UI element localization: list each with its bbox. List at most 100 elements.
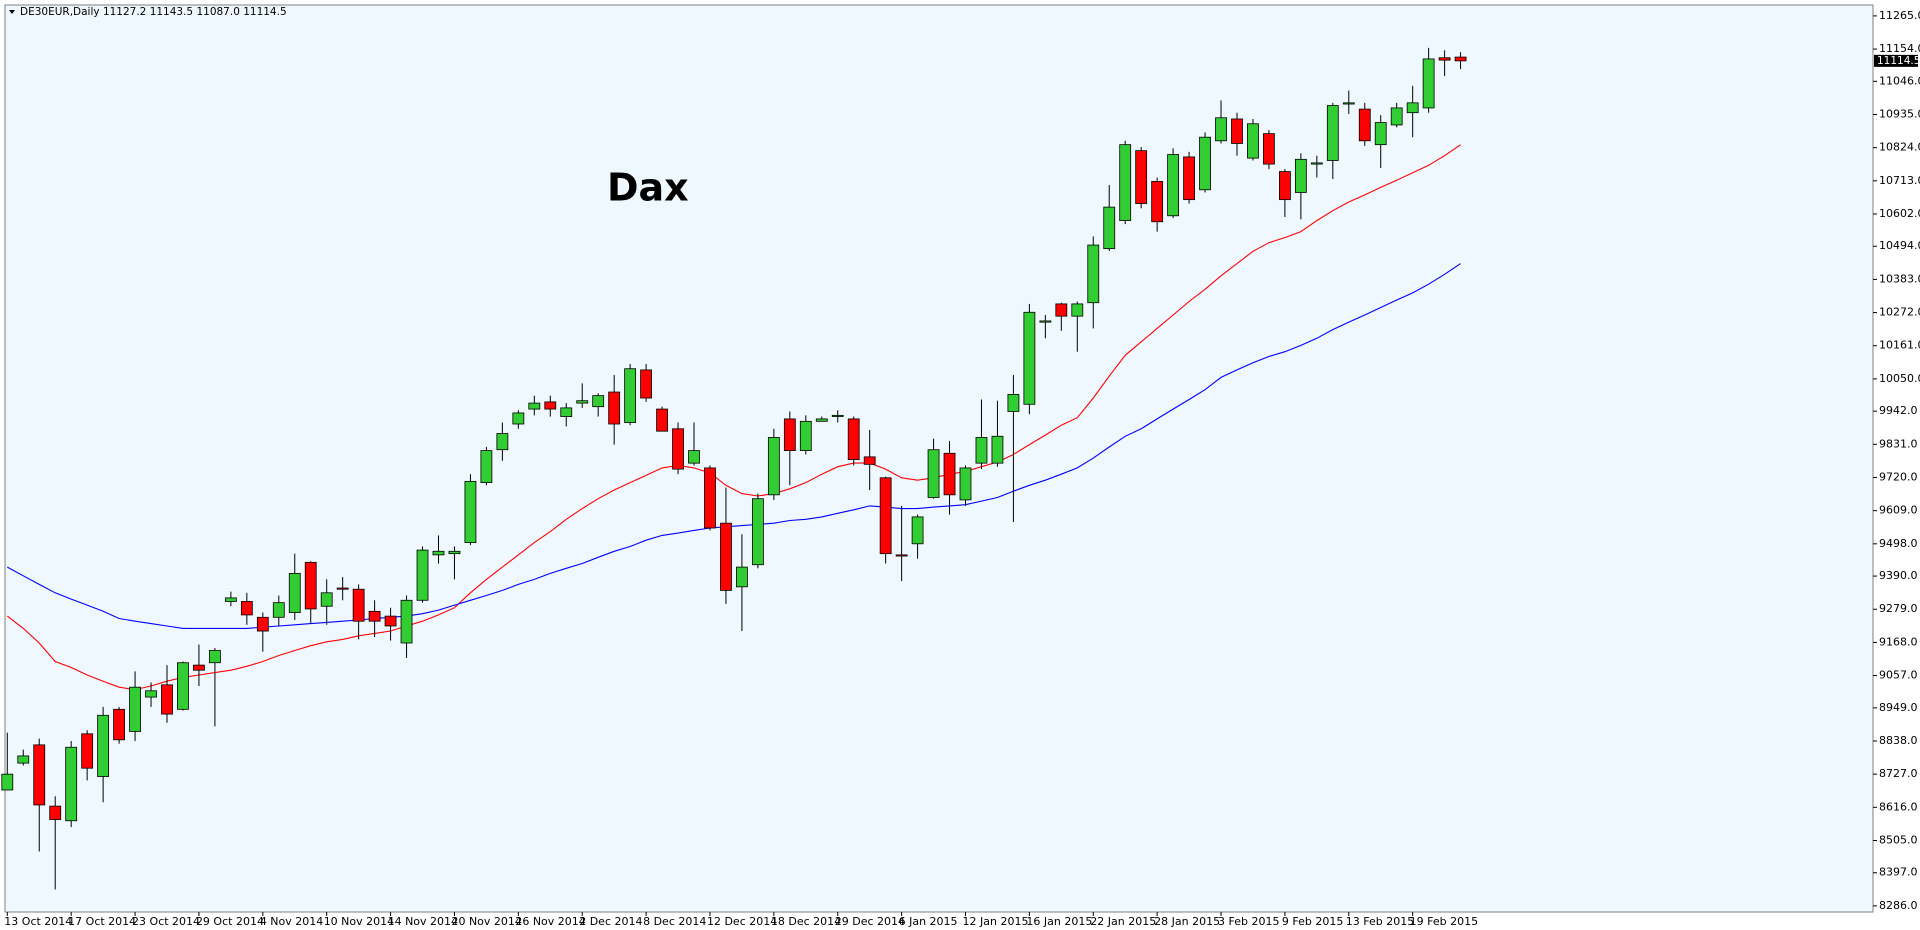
candle-body [81,733,94,769]
candle-body [1326,105,1339,161]
candle-body [1279,171,1291,201]
x-tick-label: 26 Nov 2014 [515,915,585,928]
annotation: Dax [607,166,689,210]
candle-body [720,522,732,591]
x-tick-label: 17 Oct 2014 [68,915,136,928]
y-tick-label: 9390.0 [1879,569,1918,582]
y-tick-label: 8505.0 [1879,833,1918,846]
x-tick-label: 6 Jan 2015 [899,915,958,928]
candle-body [911,516,924,545]
y-tick-label: 8616.0 [1879,800,1918,813]
chart-header: DE30EUR,Daily 11127.2 11143.5 11087.0 11… [20,6,287,18]
candle-body [1071,303,1084,317]
x-tick-label: 29 Oct 2014 [196,915,264,928]
candle-body [368,610,381,622]
y-tick-label: 9720.0 [1879,470,1918,483]
candle-body [97,714,110,777]
y-tick-label: 9831.0 [1879,437,1918,450]
y-tick-label: 11046.0 [1879,74,1920,87]
candle-body [1039,320,1052,323]
x-tick-label: 4 Nov 2014 [260,915,323,928]
candle-body [1199,136,1211,191]
x-tick-label: 10 Nov 2014 [324,915,394,928]
candle-body [656,408,668,432]
candle-body [1023,311,1036,405]
candle-body [384,615,397,627]
x-tick-label: 29 Dec 2014 [835,915,905,928]
y-tick-label: 9942.0 [1879,404,1918,417]
candle-body [1151,181,1164,223]
candle-body [161,684,173,715]
candle-body [480,450,493,483]
last-price-box [1874,54,1918,67]
y-tick-label: 9279.0 [1879,602,1918,615]
y-tick-label: 10494.0 [1879,239,1920,252]
x-tick-label: 12 Jan 2015 [963,915,1029,928]
candle-body [512,412,525,425]
candle-body [1231,118,1243,144]
x-tick-label: 13 Feb 2015 [1346,915,1414,928]
candle-body [640,369,652,399]
candle-body [1087,244,1100,304]
x-tick-label: 16 Jan 2015 [1026,915,1092,928]
candle-body [592,395,605,408]
candle-body [943,452,956,496]
candle-body [304,561,317,610]
y-tick-label: 8727.0 [1879,767,1918,780]
candle-body [113,708,125,741]
x-tick-label: 12 Dec 2014 [707,915,777,928]
candle-body [496,433,509,451]
candle-body [288,572,301,613]
candle-body [895,554,908,557]
y-tick-label: 10383.0 [1879,272,1920,285]
candle-body [704,467,716,529]
candle-body [975,437,988,464]
candle-body [1055,303,1068,317]
x-tick-label: 2 Dec 2014 [579,915,642,928]
x-tick-label: 13 Oct 2014 [4,915,72,928]
candle-body [1247,123,1259,159]
candle-body [1358,108,1371,142]
candle-body [1310,162,1323,165]
candle-body [1422,58,1435,109]
candle-body [1,773,14,791]
candle-body [560,407,573,417]
x-tick-label: 8 Dec 2014 [643,915,706,928]
candle-body [672,428,684,470]
y-tick-label: 11154.0 [1879,42,1920,55]
x-tick-label: 14 Nov 2014 [388,915,458,928]
x-tick-label: 18 Dec 2014 [771,915,841,928]
candle-body [831,414,844,417]
y-tick-label: 8838.0 [1879,734,1918,747]
candle-body [1167,154,1180,217]
candle-body [1342,102,1355,105]
x-tick-label: 3 Feb 2015 [1218,915,1279,928]
header-arrow[interactable] [9,10,15,14]
candle-body [1294,158,1307,193]
candle-body [448,550,461,555]
candle-body [1119,144,1132,221]
candle-body [1215,117,1227,142]
candle-body [240,601,253,616]
candle-body [799,420,812,451]
y-tick-label: 9168.0 [1879,635,1918,648]
candle-body [576,400,589,404]
candle-body [528,402,541,410]
y-tick-label: 10824.0 [1879,141,1920,154]
y-tick-label: 9057.0 [1879,669,1918,682]
x-tick-label: 23 Oct 2014 [132,915,200,928]
candle-body [624,368,637,423]
x-tick-label: 22 Jan 2015 [1090,915,1156,928]
last-price-label: 11114.5 [1877,55,1920,67]
y-tick-label: 10935.0 [1879,107,1920,120]
candle-body [1406,102,1419,114]
candle-body [1263,133,1275,165]
candle-body [863,456,876,465]
candle-body [1454,56,1467,62]
x-tick-label: 28 Jan 2015 [1154,915,1220,928]
y-tick-label: 9498.0 [1879,537,1918,550]
candle-body [17,755,30,764]
candle-body [320,592,333,607]
candle-body [1374,122,1387,146]
candle-body [688,450,700,464]
